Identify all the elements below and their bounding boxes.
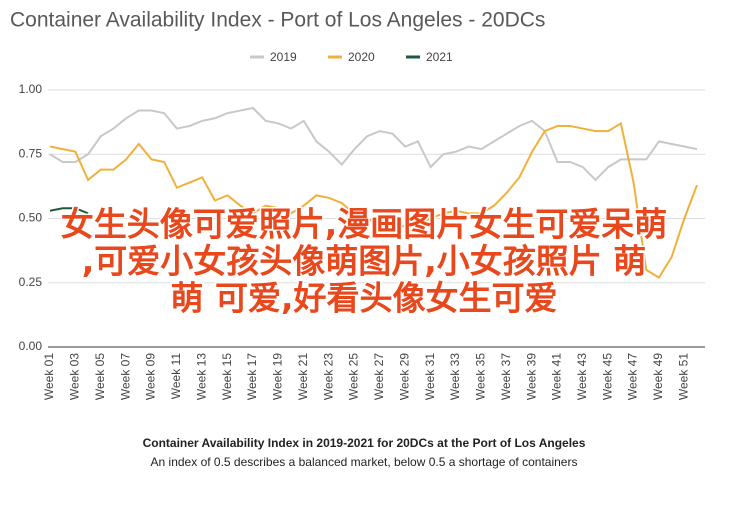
y-tick-label: 0.00: [19, 339, 43, 353]
x-tick-label: Week 13: [194, 353, 208, 400]
x-tick-label: Week 31: [423, 353, 437, 400]
x-tick-label: Week 47: [626, 353, 640, 400]
y-tick-label: 0.50: [19, 211, 43, 225]
y-tick-label: 0.75: [19, 146, 43, 160]
x-tick-label: Week 11: [169, 353, 183, 400]
x-tick-label: Week 51: [676, 353, 690, 400]
legend-label: 2019: [270, 50, 297, 64]
overlay-text: 女生头像可爱照片,漫画图片女生可爱呆萌: [61, 205, 668, 244]
x-tick-label: Week 33: [448, 353, 462, 400]
x-tick-label: Week 49: [651, 353, 665, 400]
x-tick-label: Week 41: [550, 353, 564, 400]
x-tick-label: Week 29: [397, 353, 411, 400]
x-tick-label: Week 03: [68, 353, 82, 400]
x-tick-label: Week 05: [93, 353, 107, 400]
x-tick-label: Week 25: [347, 353, 361, 400]
x-tick-label: Week 01: [42, 353, 56, 400]
overlay-text: ,可爱小女孩头像萌图片,小女孩照片 萌: [82, 242, 647, 281]
y-tick-label: 1.00: [19, 82, 43, 96]
x-tick-label: Week 15: [220, 353, 234, 400]
x-tick-label: Week 09: [144, 353, 158, 400]
x-tick-label: Week 39: [524, 353, 538, 400]
caption: Container Availability Index in 2019-202…: [143, 436, 586, 450]
x-tick-label: Week 07: [118, 353, 132, 400]
line-series: [49, 121, 698, 279]
line-series: [49, 106, 698, 182]
legend-label: 2021: [426, 50, 453, 64]
x-tick-label: Week 27: [372, 353, 386, 400]
y-tick-label: 0.25: [19, 275, 43, 289]
x-tick-label: Week 21: [296, 353, 310, 400]
subcaption: An index of 0.5 describes a balanced mar…: [151, 455, 578, 469]
x-tick-label: Week 45: [600, 353, 614, 400]
x-tick-label: Week 35: [474, 353, 488, 400]
overlay-text: 萌 可爱,好看头像女生可爱: [170, 279, 557, 318]
chart-title: Container Availability Index - Port of L…: [10, 9, 545, 32]
line-series: [49, 207, 89, 215]
x-tick-label: Week 37: [499, 353, 513, 400]
legend-label: 2020: [348, 50, 375, 64]
x-tick-label: Week 19: [271, 353, 285, 400]
x-tick-label: Week 43: [575, 353, 589, 400]
x-tick-label: Week 23: [321, 353, 335, 400]
x-tick-label: Week 17: [245, 353, 259, 400]
